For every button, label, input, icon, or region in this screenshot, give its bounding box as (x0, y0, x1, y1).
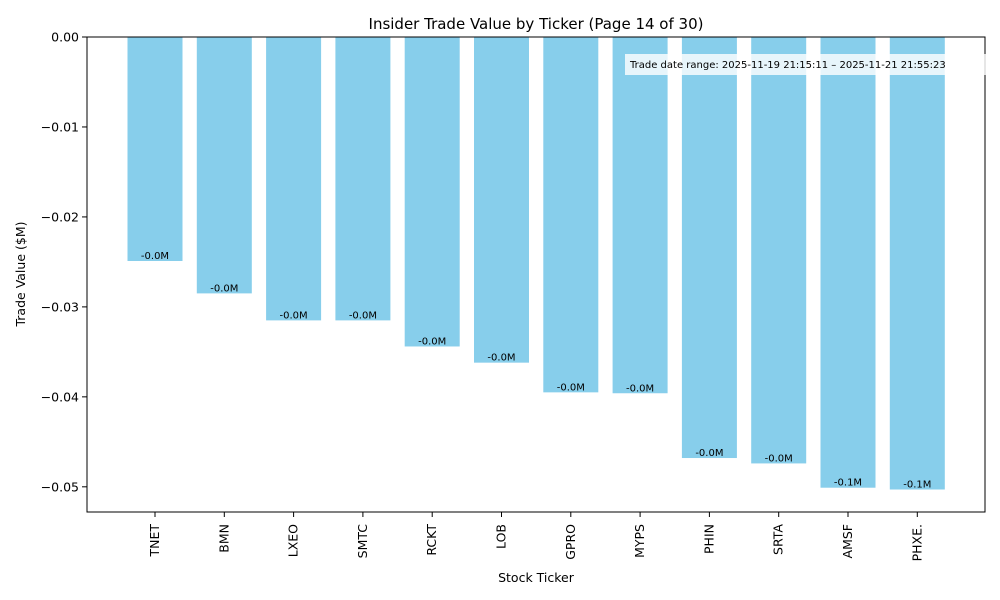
x-tick-label: LXEO (286, 524, 301, 557)
bar-amsf (820, 37, 876, 488)
y-tick-label: −0.01 (41, 119, 79, 134)
bar-value-label: -0.0M (141, 251, 169, 262)
bar-tnet (127, 37, 183, 262)
x-tick-label: GPRO (563, 524, 578, 560)
y-tick-label: −0.02 (41, 209, 79, 224)
x-tick-label: LOB (494, 524, 509, 549)
y-tick-label: −0.03 (41, 299, 79, 314)
bar-lxeo (266, 37, 322, 321)
bar-value-label: -0.0M (765, 453, 793, 464)
bar-value-label: -0.0M (557, 382, 585, 393)
data-labels-group: -0.0M -0.0M -0.0M -0.0M -0.0M -0.0M -0.0M -0.0M… (141, 251, 931, 491)
chart-title: Insider Trade Value by Ticker (Page 14 o… (369, 15, 704, 33)
y-tick-label: −0.05 (41, 479, 79, 494)
x-tick-label: AMSF (840, 524, 855, 558)
bar-phin (681, 37, 737, 459)
bar-lob (474, 37, 529, 363)
x-tick-label: SMTC (355, 524, 370, 559)
x-tick-label: PHIN (701, 524, 716, 554)
annotation-text: Trade date range: 2025-11-19 21:15:11 – … (629, 60, 946, 71)
y-axis-label: Trade Value ($M) (13, 222, 28, 328)
bar-phxe (889, 37, 945, 490)
x-tick-label: RCKT (424, 524, 439, 556)
bar-value-label: -0.0M (210, 283, 238, 294)
annotation-box (625, 54, 986, 75)
bar-gpro (543, 37, 599, 393)
plot-frame (86, 36, 986, 513)
bar-value-label: -0.0M (487, 353, 515, 364)
x-tick-label: MYPS (632, 524, 647, 558)
bar-srta (751, 37, 807, 464)
bar-smtc (335, 37, 391, 321)
bars-group (127, 37, 945, 490)
x-tick-label: SRTA (771, 524, 786, 555)
bar-value-label: -0.0M (418, 336, 446, 347)
bar-myps (612, 37, 668, 394)
bar-value-label: -0.1M (903, 480, 931, 491)
bar-bmn (196, 37, 252, 294)
bar-value-label: -0.0M (280, 310, 308, 321)
bar-value-label: -0.0M (349, 310, 377, 321)
y-axis: 0.00 −0.01 −0.02 −0.03 −0.04 −0.05 (41, 30, 87, 494)
x-tick-label: TNET (147, 524, 162, 558)
bar-value-label: -0.0M (626, 383, 654, 394)
bar-rckt (404, 37, 460, 347)
bar-value-label: -0.0M (695, 448, 723, 459)
x-axis-label: Stock Ticker (498, 570, 575, 585)
x-tick-label: PHXE. (909, 524, 924, 561)
bar-value-label: -0.1M (834, 478, 862, 489)
y-tick-label: −0.04 (41, 389, 79, 404)
x-tick-label: BMN (216, 524, 231, 553)
y-tick-label: 0.00 (51, 30, 79, 45)
x-axis: TNET BMN LXEO SMTC RCKT LOB GPRO MYPS PHIN SRTA AM… (147, 512, 924, 561)
